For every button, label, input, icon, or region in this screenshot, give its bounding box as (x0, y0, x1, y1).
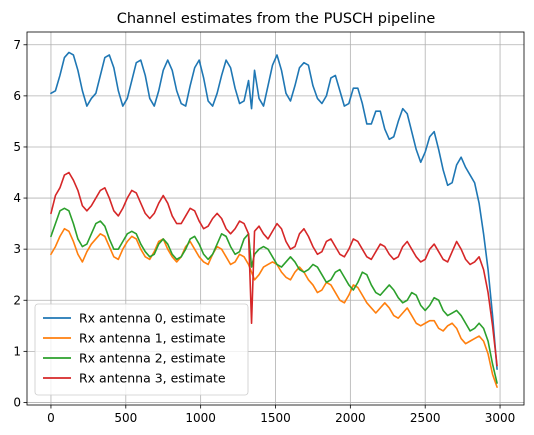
legend: Rx antenna 0, estimate Rx antenna 1, esti… (34, 303, 249, 396)
series-line-rx-antenna-2 (50, 207, 498, 384)
legend-box (34, 303, 249, 396)
series-layer (50, 51, 498, 388)
legend-label: Rx antenna 3, estimate (79, 371, 226, 386)
x-tick-label: 1500 (260, 411, 291, 425)
chart-title: Channel estimates from the PUSCH pipelin… (117, 11, 436, 27)
x-tick-label: 1000 (185, 411, 216, 425)
y-tick-label: 6 (13, 89, 21, 103)
y-tick-label: 3 (13, 242, 21, 256)
y-tick-label: 0 (13, 395, 21, 409)
series-line-rx-antenna-1 (50, 227, 498, 388)
y-tick-label: 2 (13, 293, 21, 307)
series-line-rx-antenna-0 (50, 51, 498, 371)
x-tick-label: 3000 (485, 411, 516, 425)
x-tick-label: 0 (47, 411, 55, 425)
legend-label: Rx antenna 1, estimate (79, 331, 226, 346)
x-tick-label: 2000 (335, 411, 366, 425)
y-tick-label: 4 (13, 191, 21, 205)
legend-label: Rx antenna 0, estimate (79, 311, 226, 326)
grid (27, 32, 524, 405)
y-tick-label: 1 (13, 344, 21, 358)
axis-ticks: 0 500 1000 1500 2000 2500 3000 0 1 2 3 4 5 6 7 (13, 38, 515, 425)
y-tick-label: 7 (13, 38, 21, 52)
series-line-rx-antenna-3 (50, 171, 498, 367)
x-tick-label: 2500 (410, 411, 441, 425)
y-tick-label: 5 (13, 140, 21, 154)
x-tick-label: 500 (114, 411, 137, 425)
legend-label: Rx antenna 2, estimate (79, 351, 226, 366)
